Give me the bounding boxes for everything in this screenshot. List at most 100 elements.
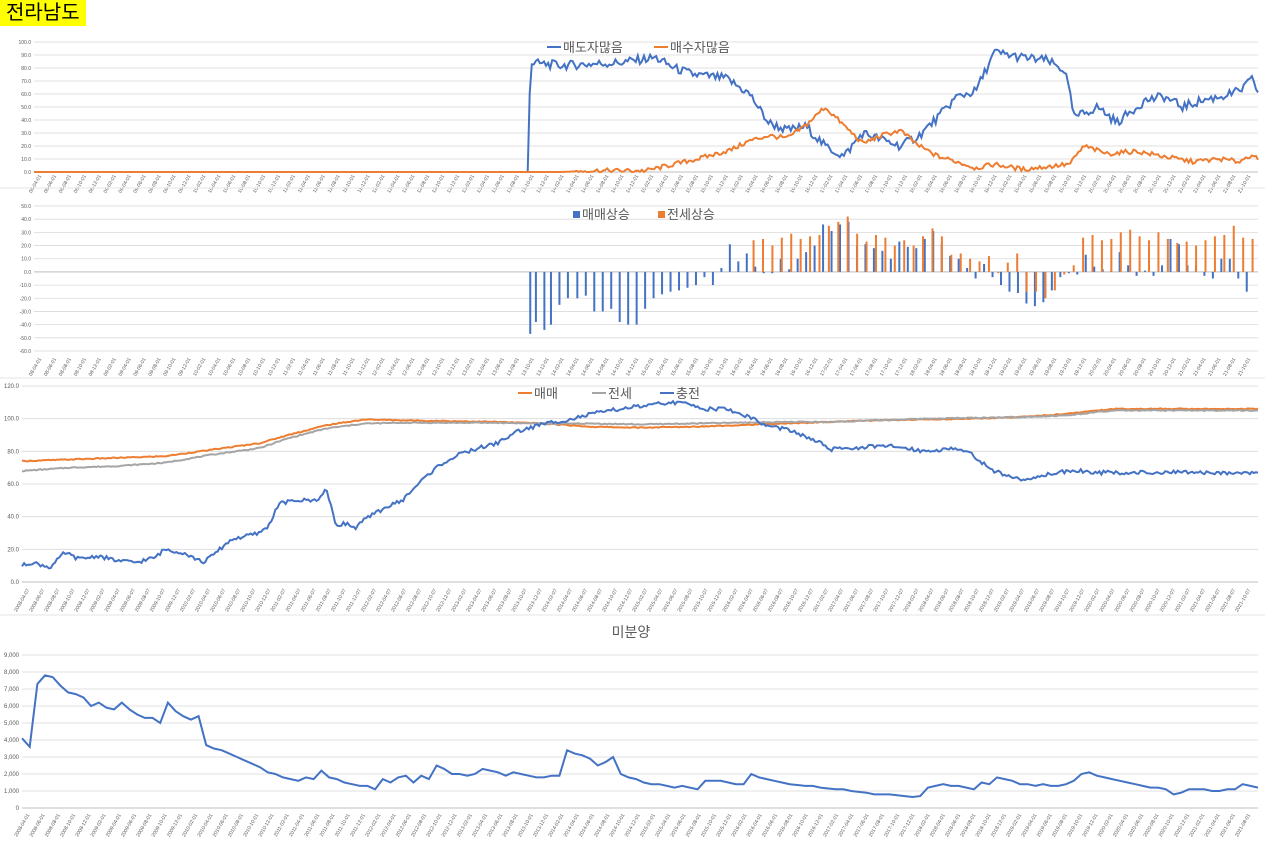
bar-매매상승 [771,271,774,274]
line-전세 [21,408,1259,473]
x-tick-label: 16-02-01 [730,174,745,195]
y-tick-label: 90.0 [21,53,31,59]
x-tick-label: 21-04-01 [1192,174,1207,195]
bar-매매상승 [1000,271,1003,286]
x-tick-label: 21-04-01 [1192,357,1207,378]
bar-전세상승 [1110,238,1113,272]
bar-매매상승 [635,271,638,325]
y-tick-label: 20.0 [21,244,31,250]
bar-매매상승 [737,261,740,272]
x-tick-label: 20-08-01 [1133,174,1148,195]
y-tick-label: 9,000 [4,653,20,659]
x-tick-label: 11-04-01 [297,357,312,377]
y-tick-label: -60.0 [20,349,32,355]
x-tick-label: 11-06-01 [312,357,327,377]
x-tick-label: 16-10-01 [789,357,804,378]
bar-전세상승 [1129,229,1132,272]
x-tick-label: 11-12-01 [357,357,372,377]
bar-매매상승 [813,245,816,272]
x-tick-label: 18-04-01 [924,174,939,195]
x-tick-label: 17-10-01 [879,357,894,378]
x-tick-label: 13-06-01 [491,357,506,378]
bar-매매상승 [703,271,706,278]
bar-전세상승 [874,235,877,272]
y-tick-label: 4,000 [4,738,20,744]
bar-전세상승 [1072,265,1075,272]
x-tick-label: 14-10-01 [610,174,625,195]
bar-매매상승 [1144,270,1147,272]
bar-매매상승 [1059,271,1062,278]
y-tick-label: 10.0 [21,157,31,163]
x-tick-label: 19-10-01 [1058,357,1073,378]
bar-매매상승 [974,271,977,279]
x-tick-label: 14-06-01 [580,174,595,195]
x-tick-label: 13-02-01 [461,174,476,195]
x-tick-label: 19-02-01 [998,357,1013,378]
bar-매매상승 [1084,254,1087,272]
x-tick-label: 10-02-01 [192,357,207,378]
x-tick-label: 17-10-01 [879,174,894,195]
legend-label: 전세상승 [667,207,715,222]
bar-매매상승 [1203,271,1206,276]
x-tick-label: 12-08-01 [416,174,431,195]
bar-매매상승 [618,271,621,322]
y-tick-label: 50.0 [21,204,31,210]
x-tick-label: 10-08-01 [237,357,252,378]
x-tick-label: 20-04-01 [1103,357,1118,378]
x-tick-label: 13-08-01 [506,174,521,195]
x-tick-label: 15-02-01 [640,174,655,195]
y-tick-label: 5,000 [4,721,20,727]
bar-전세상승 [978,261,981,272]
x-tick-label: 18-12-01 [983,174,998,195]
bar-전세상승 [931,228,934,272]
x-tick-label: 14-02-01 [550,357,565,378]
bar-매매상승 [610,271,613,309]
y-tick-label: 80.0 [7,449,19,455]
x-tick-label: 14-02-01 [550,174,565,195]
bar-전세상승 [1232,225,1235,272]
x-tick-label: 21-08-01 [1222,174,1237,195]
x-tick-label: 13-10-01 [521,174,536,195]
x-tick-label: 11-08-01 [327,357,342,377]
bar-매매상승 [788,269,791,272]
x-tick-label: 09-06-01 [132,174,147,195]
bar-전세상승 [1195,245,1198,272]
bar-매매상승 [822,224,825,272]
x-tick-label: 17-02-01 [819,357,834,378]
y-tick-label: 70.0 [21,79,31,85]
bar-매매상승 [991,271,994,278]
bar-전세상승 [1148,240,1151,272]
bar-전세상승 [903,240,906,272]
x-tick-label: 19-12-01 [1073,357,1088,378]
bar-전세상승 [1063,271,1066,275]
x-tick-label: 15-12-01 [715,357,730,378]
x-tick-label: 08-08-01 [58,174,73,195]
bar-전세상승 [987,256,990,272]
x-tick-label: 12-02-01 [371,174,386,195]
bar-매매상승 [1016,271,1019,293]
legend-label: 매도자많음 [563,40,623,55]
bar-매매상승 [534,271,537,322]
bar-매매상승 [1237,271,1240,279]
bar-매매상승 [898,241,901,272]
bar-매매상승 [669,271,672,292]
x-tick-label: 10-12-01 [267,357,282,378]
x-tick-label: 18-08-01 [953,357,968,378]
bar-매매상승 [627,271,630,325]
bar-전세상승 [884,237,887,272]
bar-전세상승 [856,233,859,272]
x-tick-label: 18-04-01 [924,357,939,378]
x-tick-label: 14-12-01 [625,357,640,378]
x-tick-label: 20-06-01 [1118,357,1133,378]
bar-매매상승 [576,271,579,299]
x-tick-label: 09-02-01 [103,174,118,195]
x-tick-label: 12-12-01 [446,174,461,195]
x-tick-label: 15-02-01 [640,357,655,378]
x-tick-label: 09-08-01 [147,174,162,195]
bar-매매상승 [1127,265,1130,272]
x-tick-label: 12-12-01 [446,357,461,378]
x-tick-label: 12-04-01 [386,357,401,378]
line-충전 [21,399,1259,570]
x-tick-label: 14-06-01 [580,357,595,378]
x-tick-label: 17-06-01 [849,174,864,195]
